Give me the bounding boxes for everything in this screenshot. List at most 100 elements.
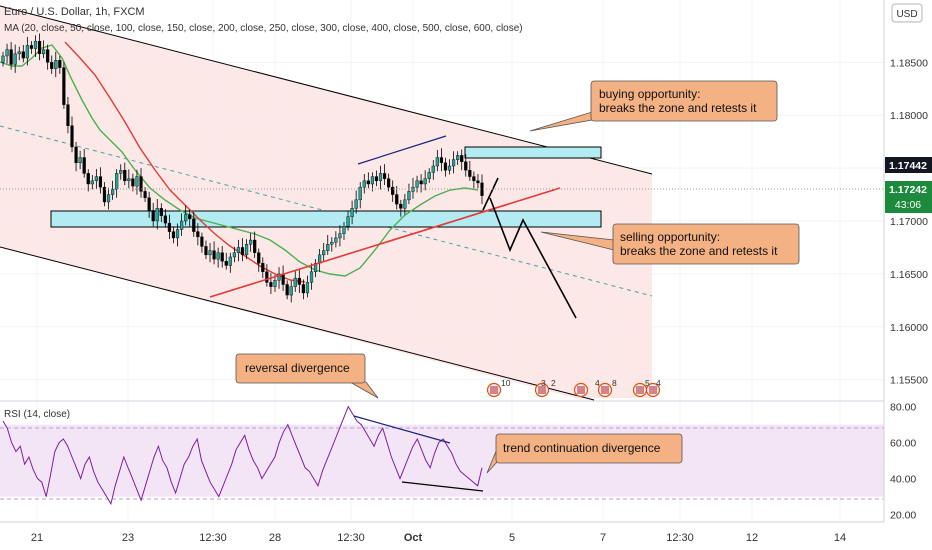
candle-body[interactable] <box>66 104 70 126</box>
candle-body[interactable] <box>423 178 427 185</box>
currency-button[interactable]: USD <box>891 3 923 23</box>
candle-body[interactable] <box>305 282 310 294</box>
candle-body[interactable] <box>293 277 297 287</box>
candle-body[interactable] <box>460 155 464 162</box>
ascending-trendline[interactable] <box>209 187 561 298</box>
candle-body[interactable] <box>322 250 326 256</box>
candle-body[interactable] <box>468 170 472 177</box>
symbol-title[interactable]: Euro / U.S. Dollar, 1h, FXCM <box>4 6 145 18</box>
candle-body[interactable] <box>46 49 50 63</box>
candle-body[interactable] <box>265 271 269 283</box>
candle-body[interactable] <box>354 199 358 209</box>
candle-body[interactable] <box>338 233 342 239</box>
candle-body[interactable] <box>244 244 249 256</box>
candle-body[interactable] <box>188 214 192 220</box>
candle-body[interactable] <box>98 176 103 188</box>
candle-body[interactable] <box>41 49 46 55</box>
reversal-callout[interactable]: reversal divergence <box>235 353 379 399</box>
candle-body[interactable] <box>382 173 387 179</box>
candle-body[interactable] <box>451 159 456 167</box>
candle-body[interactable] <box>297 277 301 285</box>
candle-body[interactable] <box>289 286 293 296</box>
candle-body[interactable] <box>184 214 188 222</box>
price-axis[interactable] <box>884 0 932 550</box>
candle-body[interactable] <box>74 146 78 164</box>
candle-body[interactable] <box>362 180 366 188</box>
candle-body[interactable] <box>232 252 236 258</box>
price-divergence-line[interactable] <box>357 135 447 165</box>
candle-body[interactable] <box>5 49 9 57</box>
support-zone[interactable] <box>50 210 602 228</box>
candle-body[interactable] <box>431 165 435 173</box>
candle-body[interactable] <box>391 186 395 195</box>
candle-body[interactable] <box>395 194 399 205</box>
candle-body[interactable] <box>257 252 261 264</box>
candle-body[interactable] <box>330 241 334 245</box>
candle-body[interactable] <box>419 180 423 185</box>
candle-body[interactable] <box>435 157 439 167</box>
candle-body[interactable] <box>427 172 431 179</box>
candle-body[interactable] <box>447 165 452 171</box>
candle-body[interactable] <box>277 273 281 281</box>
candle-body[interactable] <box>228 256 232 266</box>
candle-body[interactable] <box>151 210 155 222</box>
candle-body[interactable] <box>370 176 374 185</box>
candle-body[interactable] <box>403 199 407 209</box>
candle-body[interactable] <box>17 51 21 55</box>
candle-body[interactable] <box>456 155 460 160</box>
candle-body[interactable] <box>281 273 285 285</box>
candle-body[interactable] <box>366 180 370 185</box>
trend-callout[interactable]: trend continuation divergence <box>486 433 683 474</box>
candle-body[interactable] <box>240 247 245 256</box>
candle-body[interactable] <box>90 180 94 185</box>
candle-body[interactable] <box>21 51 25 59</box>
candle-body[interactable] <box>326 244 330 251</box>
ma-legend[interactable]: MA (20, close, 50, close, 100, close, 15… <box>4 23 523 34</box>
channel-lower-line[interactable] <box>0 246 595 401</box>
candle-body[interactable] <box>78 157 82 164</box>
candle-body[interactable] <box>131 178 135 187</box>
candle-body[interactable] <box>62 67 66 105</box>
candle-body[interactable] <box>123 170 127 182</box>
candle-body[interactable] <box>135 176 139 187</box>
candle-body[interactable] <box>464 161 468 171</box>
candle-body[interactable] <box>204 246 208 256</box>
candle-body[interactable] <box>301 284 305 294</box>
candle-body[interactable] <box>309 271 314 283</box>
candle-body[interactable] <box>171 231 176 239</box>
candle-body[interactable] <box>58 60 62 68</box>
candle-body[interactable] <box>143 191 147 198</box>
rsi-line[interactable] <box>2 405 483 506</box>
candle-body[interactable] <box>415 180 419 188</box>
rsi-divergence-line-top[interactable] <box>353 415 451 444</box>
candle-body[interactable] <box>82 157 86 174</box>
channel-upper-line[interactable] <box>0 5 653 175</box>
candle-body[interactable] <box>106 194 111 203</box>
candle-body[interactable] <box>407 191 411 201</box>
candle-body[interactable] <box>200 236 204 247</box>
candle-body[interactable] <box>127 178 131 182</box>
candle-body[interactable] <box>192 218 196 232</box>
rsi-title[interactable]: RSI (14, close) <box>4 409 70 420</box>
candle-body[interactable] <box>119 170 123 174</box>
candle-body[interactable] <box>33 40 38 49</box>
candlestick-series[interactable] <box>1 33 484 303</box>
candle-body[interactable] <box>387 178 391 188</box>
candle-body[interactable] <box>261 263 265 272</box>
candle-body[interactable] <box>358 186 362 201</box>
candle-body[interactable] <box>37 40 42 55</box>
candle-body[interactable] <box>115 173 119 190</box>
candle-body[interactable] <box>9 49 13 65</box>
candle-body[interactable] <box>29 45 34 49</box>
candle-body[interactable] <box>196 231 200 238</box>
candle-body[interactable] <box>54 60 58 69</box>
candle-body[interactable] <box>334 237 338 243</box>
candle-body[interactable] <box>163 215 167 224</box>
candle-body[interactable] <box>216 252 220 260</box>
candle-body[interactable] <box>139 176 143 192</box>
time-axis[interactable] <box>0 522 932 550</box>
candle-body[interactable] <box>350 208 354 217</box>
candle-body[interactable] <box>269 282 273 287</box>
sell-projection-path[interactable] <box>489 197 577 319</box>
rsi-divergence-line-bottom[interactable] <box>401 481 484 492</box>
